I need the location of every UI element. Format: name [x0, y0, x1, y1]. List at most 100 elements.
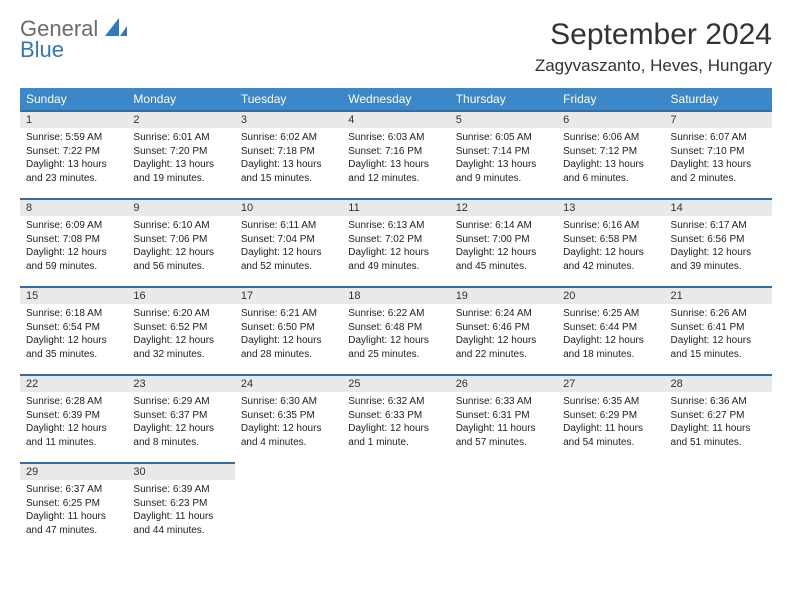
sunset-text: Sunset: 6:23 PM [133, 497, 228, 511]
sunrise-text: Sunrise: 6:28 AM [26, 395, 121, 409]
logo-sail-icon [105, 18, 127, 41]
day-header-row: Sunday Monday Tuesday Wednesday Thursday… [20, 88, 772, 110]
sunrise-text: Sunrise: 6:20 AM [133, 307, 228, 321]
sunrise-text: Sunrise: 6:32 AM [348, 395, 443, 409]
day-body: Sunrise: 6:17 AMSunset: 6:56 PMDaylight:… [665, 216, 772, 277]
daylight-text: Daylight: 13 hours and 2 minutes. [671, 158, 766, 185]
day-body: Sunrise: 6:30 AMSunset: 6:35 PMDaylight:… [235, 392, 342, 453]
sunrise-text: Sunrise: 6:09 AM [26, 219, 121, 233]
day-number: 3 [235, 110, 342, 128]
day-body: Sunrise: 6:01 AMSunset: 7:20 PMDaylight:… [127, 128, 234, 189]
sunset-text: Sunset: 7:12 PM [563, 145, 658, 159]
sunset-text: Sunset: 7:22 PM [26, 145, 121, 159]
sunrise-text: Sunrise: 6:07 AM [671, 131, 766, 145]
daylight-text: Daylight: 12 hours and 22 minutes. [456, 334, 551, 361]
day-number: 15 [20, 286, 127, 304]
sunset-text: Sunset: 7:04 PM [241, 233, 336, 247]
sunrise-text: Sunrise: 6:05 AM [456, 131, 551, 145]
daylight-text: Daylight: 12 hours and 39 minutes. [671, 246, 766, 273]
day-number: 20 [557, 286, 664, 304]
calendar-cell [665, 462, 772, 550]
calendar-cell: 27Sunrise: 6:35 AMSunset: 6:29 PMDayligh… [557, 374, 664, 462]
sunset-text: Sunset: 6:25 PM [26, 497, 121, 511]
day-number: 14 [665, 198, 772, 216]
day-body: Sunrise: 6:39 AMSunset: 6:23 PMDaylight:… [127, 480, 234, 541]
daylight-text: Daylight: 12 hours and 59 minutes. [26, 246, 121, 273]
calendar-cell: 3Sunrise: 6:02 AMSunset: 7:18 PMDaylight… [235, 110, 342, 198]
sunset-text: Sunset: 6:29 PM [563, 409, 658, 423]
calendar-cell: 7Sunrise: 6:07 AMSunset: 7:10 PMDaylight… [665, 110, 772, 198]
calendar-cell [235, 462, 342, 550]
calendar-cell: 17Sunrise: 6:21 AMSunset: 6:50 PMDayligh… [235, 286, 342, 374]
day-body: Sunrise: 6:16 AMSunset: 6:58 PMDaylight:… [557, 216, 664, 277]
daylight-text: Daylight: 12 hours and 18 minutes. [563, 334, 658, 361]
sunset-text: Sunset: 6:31 PM [456, 409, 551, 423]
calendar-cell: 19Sunrise: 6:24 AMSunset: 6:46 PMDayligh… [450, 286, 557, 374]
day-body: Sunrise: 6:05 AMSunset: 7:14 PMDaylight:… [450, 128, 557, 189]
daylight-text: Daylight: 12 hours and 25 minutes. [348, 334, 443, 361]
day-header: Monday [127, 88, 234, 110]
daylight-text: Daylight: 12 hours and 8 minutes. [133, 422, 228, 449]
sunset-text: Sunset: 6:46 PM [456, 321, 551, 335]
sunset-text: Sunset: 7:02 PM [348, 233, 443, 247]
sunrise-text: Sunrise: 6:10 AM [133, 219, 228, 233]
day-number: 2 [127, 110, 234, 128]
day-body: Sunrise: 6:03 AMSunset: 7:16 PMDaylight:… [342, 128, 449, 189]
calendar-cell: 20Sunrise: 6:25 AMSunset: 6:44 PMDayligh… [557, 286, 664, 374]
day-body: Sunrise: 6:18 AMSunset: 6:54 PMDaylight:… [20, 304, 127, 365]
sunset-text: Sunset: 6:37 PM [133, 409, 228, 423]
day-body: Sunrise: 6:26 AMSunset: 6:41 PMDaylight:… [665, 304, 772, 365]
calendar-cell: 8Sunrise: 6:09 AMSunset: 7:08 PMDaylight… [20, 198, 127, 286]
daylight-text: Daylight: 12 hours and 11 minutes. [26, 422, 121, 449]
calendar-cell [450, 462, 557, 550]
day-number: 18 [342, 286, 449, 304]
day-number: 1 [20, 110, 127, 128]
sunset-text: Sunset: 7:16 PM [348, 145, 443, 159]
sunrise-text: Sunrise: 6:14 AM [456, 219, 551, 233]
title-block: September 2024 Zagyvaszanto, Heves, Hung… [535, 18, 772, 76]
calendar-cell: 26Sunrise: 6:33 AMSunset: 6:31 PMDayligh… [450, 374, 557, 462]
calendar-cell: 23Sunrise: 6:29 AMSunset: 6:37 PMDayligh… [127, 374, 234, 462]
sunrise-text: Sunrise: 6:36 AM [671, 395, 766, 409]
daylight-text: Daylight: 12 hours and 32 minutes. [133, 334, 228, 361]
day-body: Sunrise: 6:32 AMSunset: 6:33 PMDaylight:… [342, 392, 449, 453]
day-number: 24 [235, 374, 342, 392]
daylight-text: Daylight: 12 hours and 56 minutes. [133, 246, 228, 273]
day-number: 5 [450, 110, 557, 128]
calendar-week-row: 22Sunrise: 6:28 AMSunset: 6:39 PMDayligh… [20, 374, 772, 462]
calendar-cell: 12Sunrise: 6:14 AMSunset: 7:00 PMDayligh… [450, 198, 557, 286]
calendar-table: Sunday Monday Tuesday Wednesday Thursday… [20, 88, 772, 550]
day-number: 19 [450, 286, 557, 304]
daylight-text: Daylight: 12 hours and 4 minutes. [241, 422, 336, 449]
day-number: 8 [20, 198, 127, 216]
calendar-cell: 21Sunrise: 6:26 AMSunset: 6:41 PMDayligh… [665, 286, 772, 374]
day-number: 22 [20, 374, 127, 392]
day-body: Sunrise: 6:36 AMSunset: 6:27 PMDaylight:… [665, 392, 772, 453]
day-number: 12 [450, 198, 557, 216]
day-number: 10 [235, 198, 342, 216]
calendar-cell: 25Sunrise: 6:32 AMSunset: 6:33 PMDayligh… [342, 374, 449, 462]
sunset-text: Sunset: 7:18 PM [241, 145, 336, 159]
sunrise-text: Sunrise: 6:16 AM [563, 219, 658, 233]
day-body: Sunrise: 6:29 AMSunset: 6:37 PMDaylight:… [127, 392, 234, 453]
page-header: General Blue September 2024 Zagyvaszanto… [20, 18, 772, 76]
calendar-cell: 16Sunrise: 6:20 AMSunset: 6:52 PMDayligh… [127, 286, 234, 374]
sunrise-text: Sunrise: 6:33 AM [456, 395, 551, 409]
sunset-text: Sunset: 7:20 PM [133, 145, 228, 159]
day-number: 28 [665, 374, 772, 392]
sunrise-text: Sunrise: 6:02 AM [241, 131, 336, 145]
sunset-text: Sunset: 6:27 PM [671, 409, 766, 423]
day-number: 30 [127, 462, 234, 480]
sunset-text: Sunset: 6:39 PM [26, 409, 121, 423]
day-body: Sunrise: 6:22 AMSunset: 6:48 PMDaylight:… [342, 304, 449, 365]
day-number: 11 [342, 198, 449, 216]
day-body: Sunrise: 6:14 AMSunset: 7:00 PMDaylight:… [450, 216, 557, 277]
day-body: Sunrise: 6:20 AMSunset: 6:52 PMDaylight:… [127, 304, 234, 365]
daylight-text: Daylight: 13 hours and 12 minutes. [348, 158, 443, 185]
daylight-text: Daylight: 12 hours and 42 minutes. [563, 246, 658, 273]
day-header: Wednesday [342, 88, 449, 110]
day-number: 25 [342, 374, 449, 392]
daylight-text: Daylight: 11 hours and 57 minutes. [456, 422, 551, 449]
sunrise-text: Sunrise: 6:37 AM [26, 483, 121, 497]
calendar-week-row: 15Sunrise: 6:18 AMSunset: 6:54 PMDayligh… [20, 286, 772, 374]
